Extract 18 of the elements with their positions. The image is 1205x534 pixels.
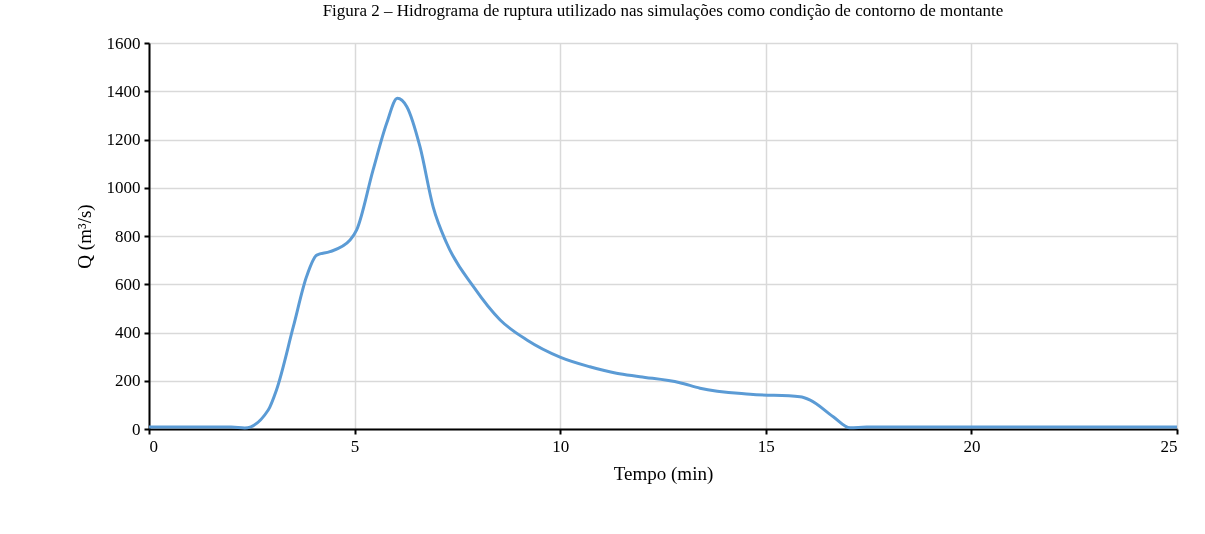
x-tick-label: 10: [552, 436, 570, 456]
y-tick-label: 800: [115, 226, 141, 246]
x-tick-label: 25: [1160, 436, 1178, 456]
x-axis-title: Tempo (min): [613, 462, 714, 485]
y-tick-label: 200: [115, 371, 141, 391]
chart-title: Figura 2 – Hidrograma de ruptura utilizado nas simulações como condição de contorno de montante: [322, 1, 1004, 20]
x-tick-label: 5: [350, 436, 360, 456]
y-tick-label: 600: [115, 274, 141, 294]
y-tick-label: 400: [115, 323, 141, 342]
x-tick-label: 0: [149, 436, 158, 456]
y-axis-title: Q (m³/s): [73, 204, 96, 269]
y-tick-label: 1000: [106, 178, 141, 198]
y-tick-label: 1600: [106, 33, 141, 53]
y-tick-label: 0: [132, 419, 141, 439]
y-tick-label: 1200: [106, 130, 141, 149]
x-tick-label: 20: [963, 436, 981, 456]
x-tick-label: 15: [757, 436, 775, 456]
y-tick-label: 1400: [106, 81, 141, 101]
